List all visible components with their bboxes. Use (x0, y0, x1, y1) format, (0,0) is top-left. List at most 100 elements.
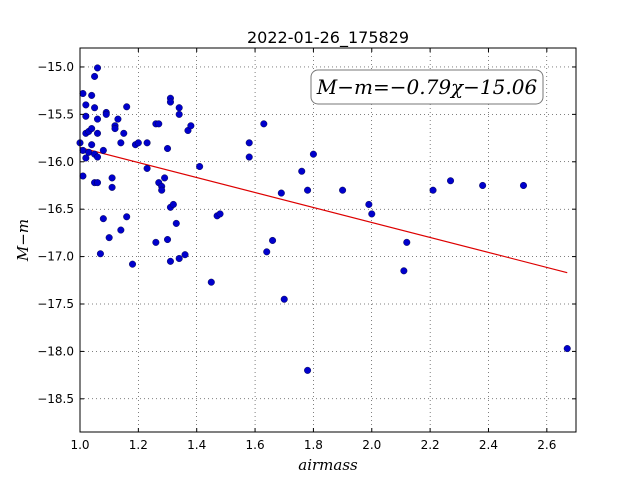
data-point (175, 254, 183, 262)
data-point (166, 257, 174, 265)
data-point (79, 146, 87, 154)
data-point (143, 139, 151, 147)
data-point (309, 150, 317, 158)
data-point (277, 189, 285, 197)
data-point (403, 238, 411, 246)
tick-layer: 1.0 1.2 1.4 1.6 1.8 2.0 2.2 2.4 2.6 −15.0 −15.5 −16… (37, 48, 576, 452)
y-tick-label: −16.0 (37, 155, 74, 169)
x-tick-label: 2.2 (421, 438, 440, 452)
data-point (164, 236, 172, 244)
y-tick-label: −17.0 (37, 250, 74, 264)
data-point (298, 167, 306, 175)
data-point (85, 148, 93, 156)
data-point (82, 101, 90, 109)
data-point (94, 179, 102, 187)
y-tick-label: −15.0 (37, 60, 74, 74)
data-point (123, 103, 131, 111)
data-point (263, 248, 271, 256)
data-point (117, 226, 125, 234)
data-point (563, 345, 571, 353)
data-point (114, 115, 122, 123)
x-tick-label: 2.4 (479, 438, 498, 452)
equation-label: M−m=−0.79χ−15.06 (316, 75, 538, 99)
data-point (79, 172, 87, 180)
data-point (94, 115, 102, 123)
data-point (260, 120, 268, 128)
data-point (429, 186, 437, 194)
y-tick-label: −18.0 (37, 344, 74, 358)
data-point (143, 164, 151, 172)
data-point (105, 234, 113, 242)
data-point (479, 181, 487, 189)
data-point (94, 64, 102, 72)
data-point (519, 181, 527, 189)
data-point (111, 125, 119, 133)
data-point (175, 110, 183, 118)
y-tick-label: −15.5 (37, 107, 74, 121)
data-point (245, 153, 253, 161)
data-point (175, 104, 183, 112)
data-point (161, 174, 169, 182)
y-axis-label: M−m (14, 219, 32, 262)
data-point (368, 210, 376, 218)
data-point (269, 236, 277, 244)
data-point (94, 129, 102, 137)
data-point (152, 238, 160, 246)
data-point (117, 139, 125, 147)
data-point (166, 98, 174, 106)
x-axis-label: airmass (298, 456, 358, 474)
x-tick-label: 2.0 (362, 438, 381, 452)
grid (79, 48, 576, 432)
fit-line (79, 146, 568, 274)
data-point (207, 278, 215, 286)
x-tick-label: 1.0 (70, 438, 89, 452)
data-point (172, 219, 180, 227)
data-point (196, 163, 204, 171)
data-point (129, 260, 137, 268)
data-point (169, 200, 177, 208)
equation-box: M−m=−0.79χ−15.06 (310, 69, 544, 105)
data-point (164, 145, 172, 153)
data-point (365, 200, 373, 208)
data-point (216, 210, 224, 218)
data-point (447, 177, 455, 185)
data-point (304, 366, 312, 374)
fit-line-layer (79, 146, 568, 274)
x-tick-label: 1.6 (246, 438, 265, 452)
data-point (96, 250, 104, 258)
data-point (88, 91, 96, 99)
y-tick-label: −16.5 (37, 202, 74, 216)
data-point (339, 186, 347, 194)
data-point (134, 139, 142, 147)
data-point (99, 215, 107, 223)
data-point (102, 110, 110, 118)
x-tick-label: 1.2 (129, 438, 148, 452)
data-point (120, 129, 128, 137)
plot-frame (79, 47, 577, 433)
data-point (187, 122, 195, 130)
x-tick-label: 1.4 (187, 438, 206, 452)
x-tick-label: 2.6 (537, 438, 556, 452)
points-layer (76, 64, 571, 374)
y-tick-label: −18.5 (37, 392, 74, 406)
data-point (108, 183, 116, 191)
data-point (158, 186, 166, 194)
data-point (88, 125, 96, 133)
data-point (94, 153, 102, 161)
y-tick-label: −17.5 (37, 297, 74, 311)
data-point (82, 112, 90, 120)
data-point (245, 139, 253, 147)
data-point (91, 72, 99, 80)
data-point (400, 267, 408, 275)
chart-title: 2022-01-26_175829 (247, 28, 409, 48)
data-point (280, 295, 288, 303)
data-point (88, 141, 96, 149)
data-point (155, 120, 163, 128)
data-point (82, 154, 90, 162)
data-point (181, 251, 189, 259)
data-point (91, 104, 99, 112)
data-point (123, 213, 131, 221)
data-point (99, 146, 107, 154)
x-tick-label: 1.8 (304, 438, 323, 452)
